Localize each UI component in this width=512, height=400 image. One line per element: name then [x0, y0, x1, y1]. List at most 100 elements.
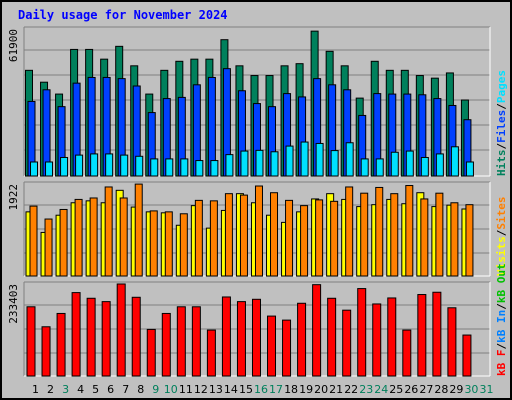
- x-tick-label: 1: [32, 383, 39, 396]
- bar-pages-day-22: [345, 142, 354, 177]
- bar-kbf-day-7: [116, 283, 126, 377]
- bar-kbf-day-23: [357, 288, 367, 377]
- bar-sites-day-26: [405, 185, 414, 277]
- bar-pages-day-27: [420, 156, 429, 177]
- y-max-label: 61900: [7, 29, 20, 62]
- bar-pages-day-9: [150, 158, 159, 177]
- bar-sites-day-11: [179, 213, 188, 277]
- legend-item: Files: [495, 110, 508, 143]
- bar-pages-day-29: [450, 146, 459, 177]
- bar-sites-day-9: [149, 210, 158, 277]
- x-tick-label: 20: [314, 383, 328, 396]
- x-tick-label: 8: [137, 383, 144, 396]
- x-tick-label: 29: [449, 383, 463, 396]
- x-tick-label: 27: [419, 383, 433, 396]
- x-tick-label: 6: [107, 383, 114, 396]
- bar-pages-day-5: [90, 153, 99, 177]
- bar-kbf-day-19: [297, 302, 307, 377]
- bar-sites-day-28: [435, 192, 444, 277]
- bar-pages-day-8: [135, 155, 144, 177]
- x-tick-label: 14: [224, 383, 238, 396]
- bar-pages-day-6: [105, 153, 114, 177]
- x-tick-label: 16: [254, 383, 268, 396]
- bar-sites-day-18: [285, 199, 294, 277]
- x-tick-label: 3: [62, 383, 69, 396]
- bar-kbf-day-2: [41, 326, 51, 377]
- x-tick-label: 15: [239, 383, 253, 396]
- x-tick-label: 5: [92, 383, 99, 396]
- bar-pages-day-13: [210, 160, 219, 177]
- bar-sites-day-22: [345, 186, 354, 277]
- legend-separator: /: [495, 229, 508, 236]
- legend-item: kB F: [495, 350, 508, 377]
- legend-item: Hits: [495, 150, 508, 177]
- bar-sites-day-29: [450, 202, 459, 277]
- bar-pages-day-25: [390, 151, 399, 177]
- bar-sites-day-3: [59, 208, 68, 277]
- x-tick-label: 10: [164, 383, 178, 396]
- bar-pages-day-19: [300, 141, 309, 177]
- bar-kbf-day-14: [221, 296, 231, 377]
- bar-pages-day-12: [195, 160, 204, 177]
- bar-kbf-day-28: [432, 291, 442, 377]
- bar-sites-day-8: [134, 183, 143, 277]
- bar-sites-day-1: [29, 205, 38, 277]
- bar-sites-day-15: [239, 194, 248, 277]
- bar-pages-day-20: [315, 142, 324, 177]
- bar-kbf-day-29: [447, 307, 457, 377]
- bar-sites-day-30: [465, 204, 474, 277]
- bar-sites-day-23: [360, 192, 369, 277]
- chart-title: Daily usage for November 2024: [18, 8, 228, 22]
- bar-kbf-day-10: [161, 312, 171, 377]
- bar-sites-day-21: [330, 200, 339, 277]
- bar-kbf-day-8: [131, 296, 141, 377]
- bar-sites-day-14: [224, 193, 233, 277]
- legend-separator: /: [495, 303, 508, 310]
- bar-pages-day-30: [465, 161, 474, 177]
- bar-kbf-day-11: [176, 306, 186, 377]
- legend-item: kB In: [495, 310, 508, 343]
- x-tick-label: 31: [479, 383, 493, 396]
- x-tick-label: 19: [299, 383, 313, 396]
- bar-kbf-day-30: [462, 334, 472, 377]
- x-tick-label: 25: [389, 383, 403, 396]
- bar-kbf-day-4: [71, 292, 81, 377]
- bar-sites-day-20: [315, 199, 324, 277]
- legend-separator: /: [495, 103, 508, 110]
- x-tick-label: 22: [344, 383, 358, 396]
- bar-kbf-day-18: [282, 319, 292, 377]
- bar-pages-day-15: [240, 150, 249, 177]
- bar-pages-day-21: [330, 150, 339, 177]
- bar-sites-day-25: [390, 193, 399, 277]
- x-tick-label: 7: [122, 383, 129, 396]
- bar-kbf-day-20: [312, 284, 322, 377]
- legend-separator: /: [495, 143, 508, 150]
- y-max-label: 233403: [7, 284, 20, 324]
- bar-sites-day-12: [194, 199, 203, 277]
- bar-sites-day-24: [375, 186, 384, 277]
- x-tick-label: 21: [329, 383, 343, 396]
- bar-pages-day-17: [270, 151, 279, 177]
- x-tick-label: 13: [209, 383, 223, 396]
- bar-sites-day-7: [119, 197, 128, 277]
- bar-kbf-day-27: [417, 294, 427, 377]
- bar-sites-day-16: [254, 185, 263, 277]
- bar-kbf-day-13: [206, 329, 216, 377]
- legend-2: Visits/Sites: [495, 197, 508, 277]
- bar-sites-day-4: [74, 198, 83, 277]
- legend-separator: /: [495, 343, 508, 350]
- bar-pages-day-24: [375, 158, 384, 177]
- x-tick-label: 28: [434, 383, 448, 396]
- legend-3: kB F/kB In/kB Out: [495, 263, 508, 376]
- bar-sites-day-2: [44, 218, 53, 277]
- legend-item: Visits: [495, 236, 508, 276]
- bar-pages-day-14: [225, 154, 234, 177]
- bar-sites-day-19: [300, 205, 309, 277]
- legend-item: kB Out: [495, 263, 508, 303]
- x-tick-label: 18: [284, 383, 298, 396]
- bar-kbf-day-5: [86, 297, 96, 377]
- bar-kbf-day-15: [236, 301, 246, 377]
- bar-pages-day-7: [120, 154, 129, 177]
- bar-kbf-day-1: [26, 306, 36, 377]
